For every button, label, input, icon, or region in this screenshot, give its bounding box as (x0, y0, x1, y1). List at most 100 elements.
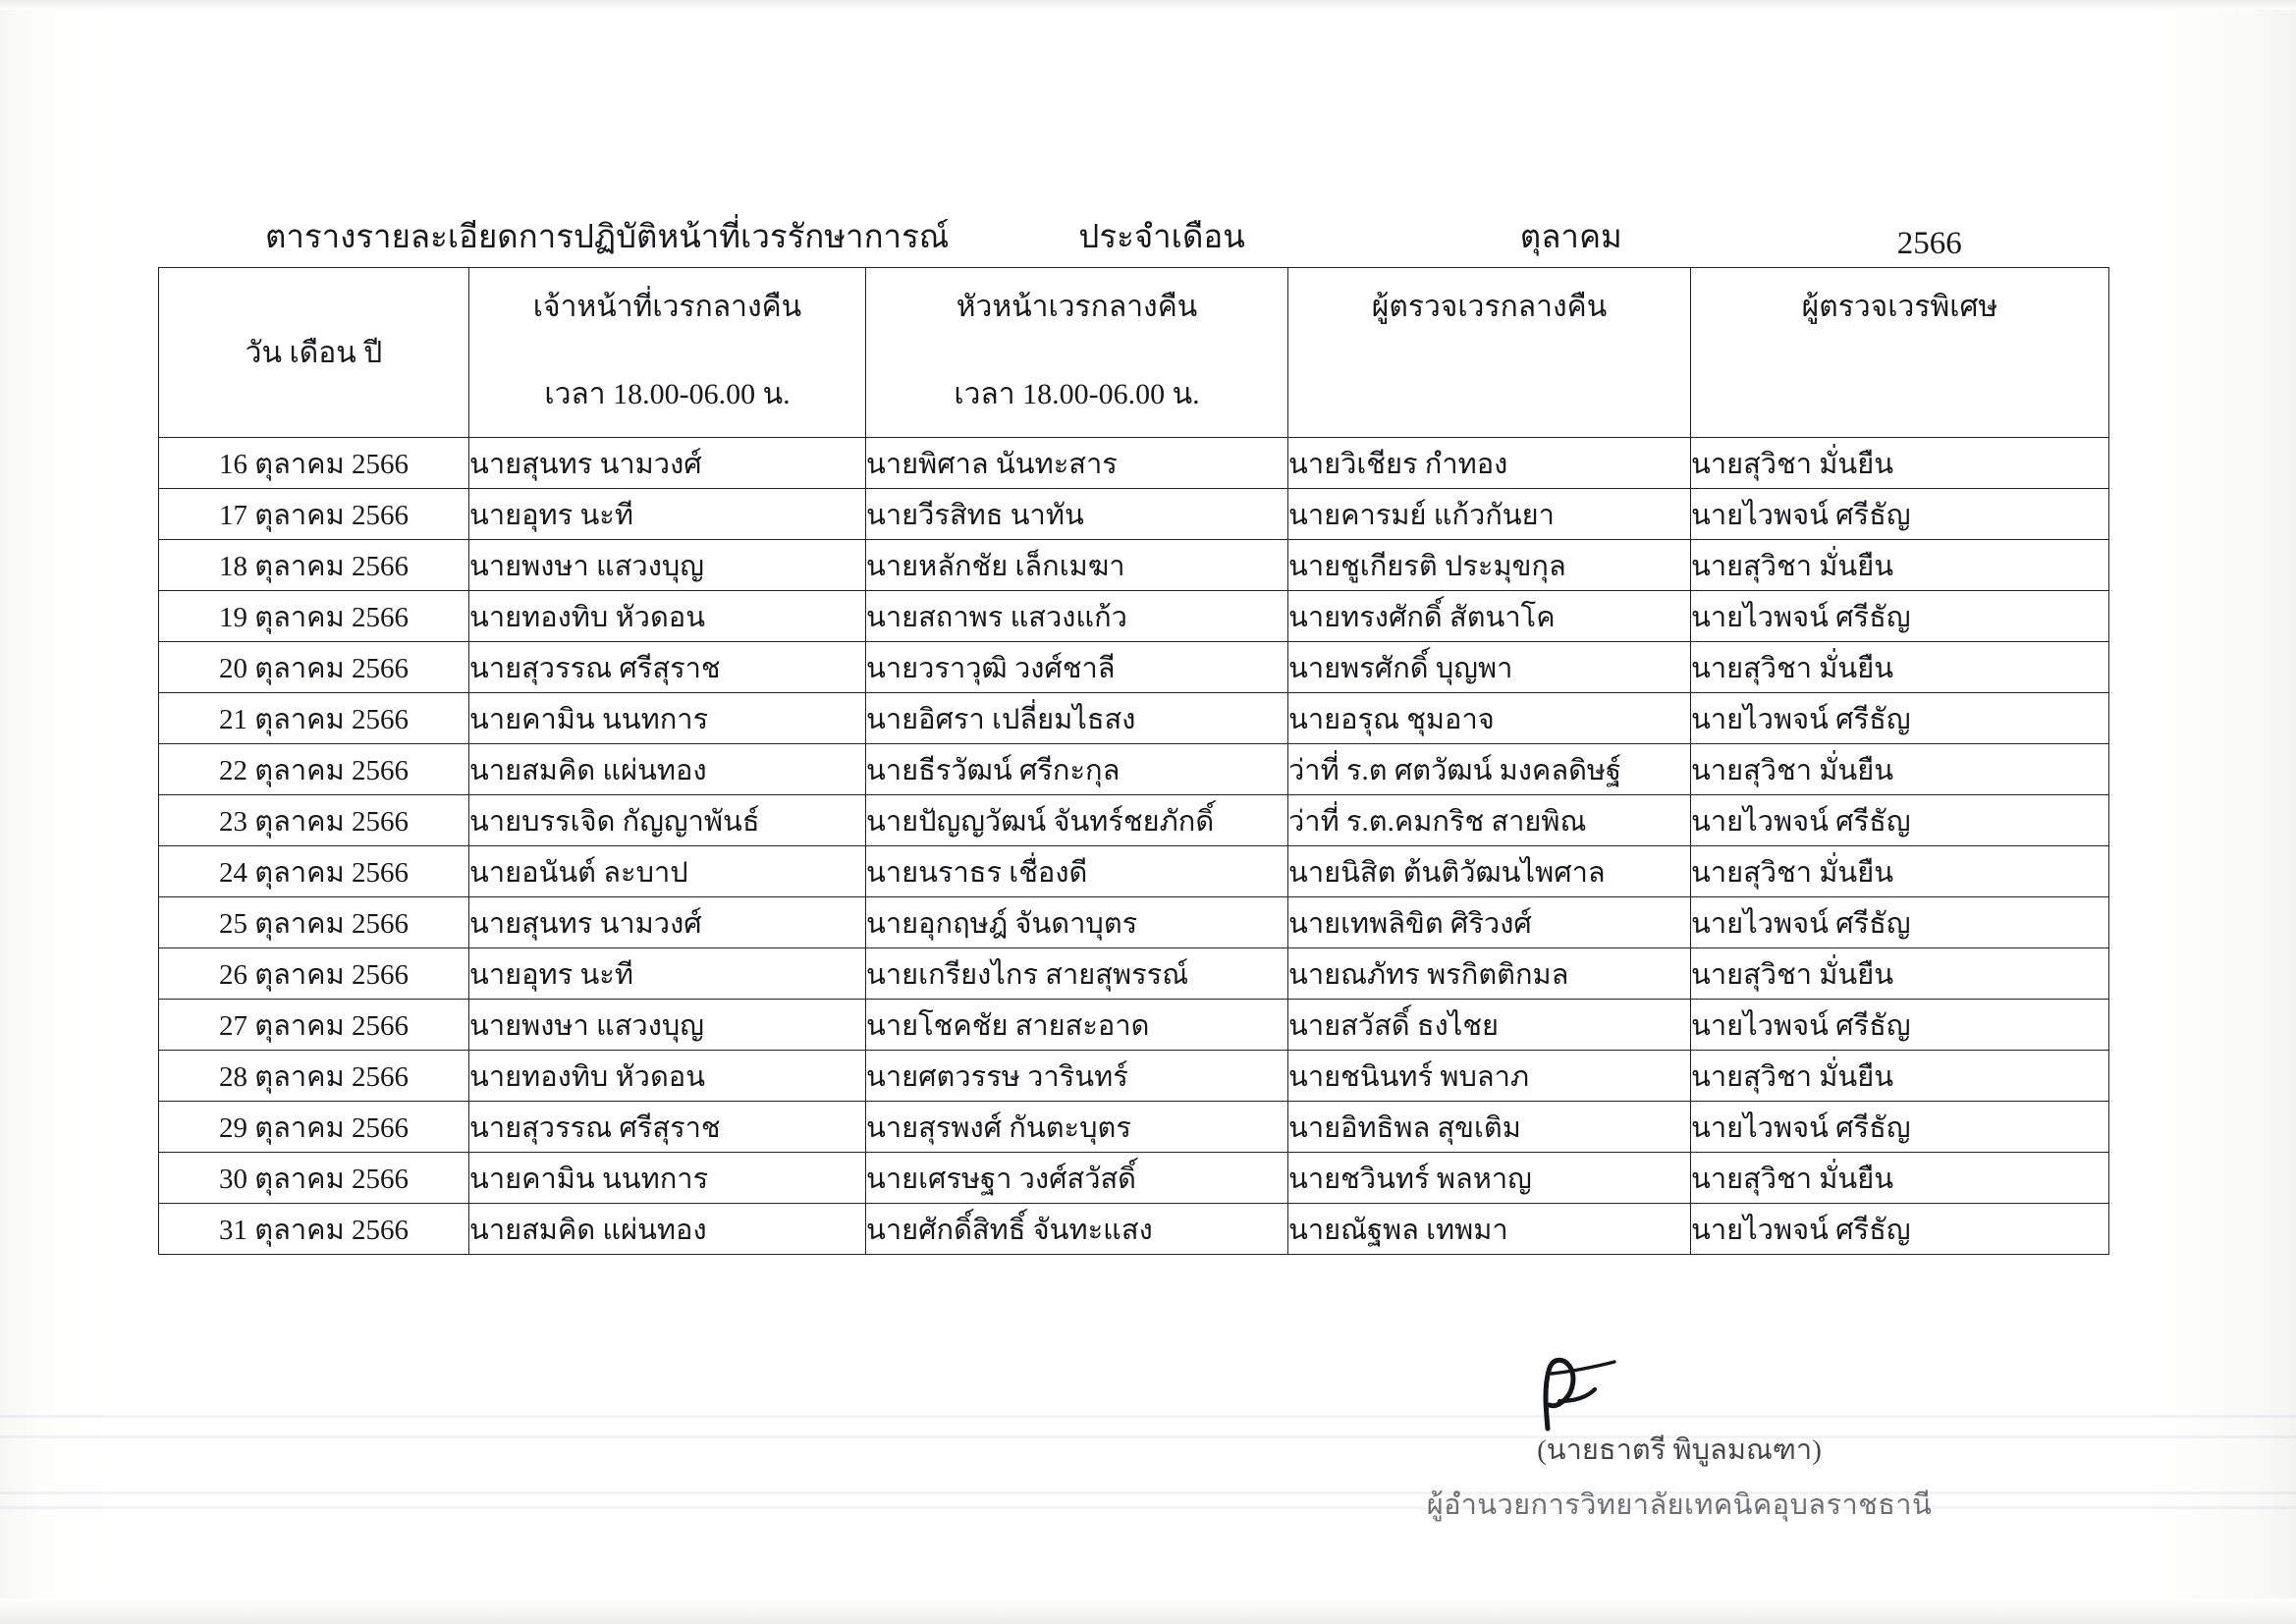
cell-night-inspector: นายพรศักดิ์ บุญพา (1287, 641, 1691, 693)
cell-special-inspector: นายไวพจน์ ศรีธัญ (1690, 1203, 2109, 1255)
cell-night-inspector: นายคารมย์ แก้วกันยา (1287, 488, 1691, 540)
cell-date: 28 ตุลาคม 2566 (158, 1050, 469, 1102)
cell-night-chief: นายสถาพร แสวงแก้ว (865, 590, 1288, 642)
cell-night-inspector: นายวิเชียร กำทอง (1287, 437, 1691, 489)
cell-night-officer: นายพงษา แสวงบุญ (468, 539, 866, 591)
cell-night-chief: นายโชคชัย สายสะอาด (865, 999, 1288, 1051)
cell-date: 30 ตุลาคม 2566 (158, 1152, 469, 1204)
cell-special-inspector: นายไวพจน์ ศรีธัญ (1690, 488, 2109, 540)
scan-band (0, 1415, 2296, 1418)
cell-date: 18 ตุลาคม 2566 (158, 539, 469, 591)
cell-night-chief: นายหลักชัย เล็กเมฆา (865, 539, 1288, 591)
cell-special-inspector: นายสุวิชา มั่นยืน (1690, 845, 2109, 897)
cell-special-inspector: นายไวพจน์ ศรีธัญ (1690, 794, 2109, 846)
cell-night-chief: นายศตวรรษ วารินทร์ (865, 1050, 1288, 1102)
cell-night-chief: นายอุกฤษฎ์ จันดาบุตร (865, 896, 1288, 948)
cell-date: 27 ตุลาคม 2566 (158, 999, 469, 1051)
cell-night-officer: นายอุทร นะที (468, 947, 866, 1000)
column-header-night-inspector-title: ผู้ตรวจเวรกลางคืน (1371, 291, 1608, 323)
scan-edge-top (0, 0, 2296, 10)
cell-night-chief: นายเศรษฐา วงศ์สวัสดิ์ (865, 1152, 1288, 1204)
cell-date: 19 ตุลาคม 2566 (158, 590, 469, 642)
cell-special-inspector: นายไวพจน์ ศรีธัญ (1690, 692, 2109, 744)
column-header-night-inspector: ผู้ตรวจเวรกลางคืน (1287, 267, 1691, 438)
cell-night-chief: นายปัญญวัฒน์ จันทร์ชยภักดิ์ (865, 794, 1288, 846)
cell-night-inspector: นายทรงศักดิ์ สัตนาโค (1287, 590, 1691, 642)
cell-special-inspector: นายสุวิชา มั่นยืน (1690, 947, 2109, 1000)
schedule-table: วัน เดือน ปี เจ้าหน้าที่เวรกลางคืน เวลา … (158, 267, 2109, 1255)
cell-night-chief: นายนราธร เชื่องดี (865, 845, 1288, 897)
table-row: 25 ตุลาคม 2566 นายสุนทร นามวงศ์ นายอุกฤษฎ์… (158, 896, 2109, 948)
table-row: 18 ตุลาคม 2566 นายพงษา แสวงบุญ นายหลักชัย … (158, 539, 2109, 591)
cell-night-chief: นายอิศรา เปลี่ยมไธสง (865, 692, 1288, 744)
cell-night-officer: นายบรรเจิด กัญญาพันธ์ (468, 794, 866, 846)
table-row: 17 ตุลาคม 2566 นายอุทร นะที นายวีรสิทธ นาท… (158, 488, 2109, 540)
cell-special-inspector: นายสุวิชา มั่นยืน (1690, 743, 2109, 795)
page-title: ตารางรายละเอียดการปฏิบัติหน้าที่เวรรักษา… (265, 220, 950, 255)
table-row: 26 ตุลาคม 2566 นายอุทร นะที นายเกรียงไกร ส… (158, 947, 2109, 1000)
cell-date: 29 ตุลาคม 2566 (158, 1101, 469, 1153)
cell-night-officer: นายสุนทร นามวงศ์ (468, 896, 866, 948)
table-row: 31 ตุลาคม 2566 นายสมคิด แผ่นทอง นายศักดิ์ส… (158, 1203, 2109, 1255)
table-row: 21 ตุลาคม 2566 นายคามิน นนทการ นายอิศรา เป… (158, 692, 2109, 744)
cell-date: 21 ตุลาคม 2566 (158, 692, 469, 744)
cell-night-inspector: ว่าที่ ร.ต.คมกริช สายพิณ (1287, 794, 1691, 846)
scan-edge-bottom (0, 1598, 2296, 1624)
table-row: 24 ตุลาคม 2566 นายอนันต์ ละบาป นายนราธร เช… (158, 845, 2109, 897)
cell-night-inspector: นายชนินทร์ พบลาภ (1287, 1050, 1691, 1102)
table-row: 30 ตุลาคม 2566 นายคามิน นนทการ นายเศรษฐา ว… (158, 1152, 2109, 1204)
cell-special-inspector: นายสุวิชา มั่นยืน (1690, 1050, 2109, 1102)
cell-night-officer: นายพงษา แสวงบุญ (468, 999, 866, 1051)
cell-special-inspector: นายสุวิชา มั่นยืน (1690, 539, 2109, 591)
cell-night-officer: นายสุวรรณ ศรีสุราช (468, 641, 866, 693)
month-label: ประจำเดือน (1078, 220, 1245, 255)
cell-date: 26 ตุลาคม 2566 (158, 947, 469, 1000)
cell-night-inspector: นายอิทธิพล สุขเติม (1287, 1101, 1691, 1153)
table-row: 19 ตุลาคม 2566 นายทองทิบ หัวดอน นายสถาพร แ… (158, 590, 2109, 642)
scan-band (0, 1491, 2296, 1494)
table-row: 28 ตุลาคม 2566 นายทองทิบ หัวดอน นายศตวรรษ … (158, 1050, 2109, 1102)
signatory-role: ผู้อำนวยการวิทยาลัยเทคนิคอุบลราชธานี (1426, 1489, 1933, 1521)
cell-special-inspector: นายสุวิชา มั่นยืน (1690, 437, 2109, 489)
cell-date: 31 ตุลาคม 2566 (158, 1203, 469, 1255)
cell-night-chief: นายสุรพงศ์ กันตะบุตร (865, 1101, 1288, 1153)
column-header-night-officer-time: เวลา 18.00-06.00 น. (544, 378, 791, 410)
cell-special-inspector: นายไวพจน์ ศรีธัญ (1690, 1101, 2109, 1153)
scan-band (0, 1435, 2296, 1438)
cell-date: 16 ตุลาคม 2566 (158, 437, 469, 489)
cell-night-inspector: นายสวัสดิ์ ธงไชย (1287, 999, 1691, 1051)
cell-date: 25 ตุลาคม 2566 (158, 896, 469, 948)
cell-night-inspector: นายนิสิต ต้นติวัฒนไพศาล (1287, 845, 1691, 897)
cell-night-officer: นายสุวรรณ ศรีสุราช (468, 1101, 866, 1153)
signatory-name: (นายธาตรี พิบูลมณฑา) (1537, 1435, 1822, 1466)
cell-night-officer: นายสุนทร นามวงศ์ (468, 437, 866, 489)
header-row: วัน เดือน ปี เจ้าหน้าที่เวรกลางคืน เวลา … (158, 267, 2109, 438)
cell-date: 17 ตุลาคม 2566 (158, 488, 469, 540)
cell-night-chief: นายศักดิ์สิทธิ์ จันทะแสง (865, 1203, 1288, 1255)
column-header-night-chief: หัวหน้าเวรกลางคืน เวลา 18.00-06.00 น. (865, 267, 1288, 438)
schedule-table-wrapper: วัน เดือน ปี เจ้าหน้าที่เวรกลางคืน เวลา … (158, 267, 2109, 1255)
cell-special-inspector: นายสุวิชา มั่นยืน (1690, 641, 2109, 693)
cell-night-chief: นายพิศาล นันทะสาร (865, 437, 1288, 489)
cell-special-inspector: นายไวพจน์ ศรีธัญ (1690, 896, 2109, 948)
table-row: 22 ตุลาคม 2566 นายสมคิด แผ่นทอง นายธีรวัฒน… (158, 743, 2109, 795)
cell-night-inspector: นายณัฐพล เทพมา (1287, 1203, 1691, 1255)
cell-night-inspector: นายอรุณ ชุมอาจ (1287, 692, 1691, 744)
column-header-special-inspector: ผู้ตรวจเวรพิเศษ (1690, 267, 2109, 438)
cell-special-inspector: นายไวพจน์ ศรีธัญ (1690, 590, 2109, 642)
cell-night-inspector: นายชวินทร์ พลหาญ (1287, 1152, 1691, 1204)
cell-night-chief: นายวีรสิทธ นาทัน (865, 488, 1288, 540)
column-header-night-officer: เจ้าหน้าที่เวรกลางคืน เวลา 18.00-06.00 น… (468, 267, 866, 438)
cell-special-inspector: นายสุวิชา มั่นยืน (1690, 1152, 2109, 1204)
month-value: ตุลาคม (1519, 220, 1622, 255)
cell-night-inspector: นายเทพลิขิต ศิริวงศ์ (1287, 896, 1691, 948)
document-title-row: ตารางรายละเอียดการปฏิบัติหน้าที่เวรรักษา… (157, 209, 2111, 262)
cell-date: 23 ตุลาคม 2566 (158, 794, 469, 846)
signature-block: (นายธาตรี พิบูลมณฑา) ผู้อำนวยการวิทยาลัย… (1404, 1357, 1954, 1527)
cell-night-chief: นายธีรวัฒน์ ศรีกะกุล (865, 743, 1288, 795)
cell-night-inspector: นายชูเกียรติ ประมุขกุล (1287, 539, 1691, 591)
cell-night-officer: นายคามิน นนทการ (468, 692, 866, 744)
table-row: 27 ตุลาคม 2566 นายพงษา แสวงบุญ นายโชคชัย ส… (158, 999, 2109, 1051)
cell-date: 20 ตุลาคม 2566 (158, 641, 469, 693)
